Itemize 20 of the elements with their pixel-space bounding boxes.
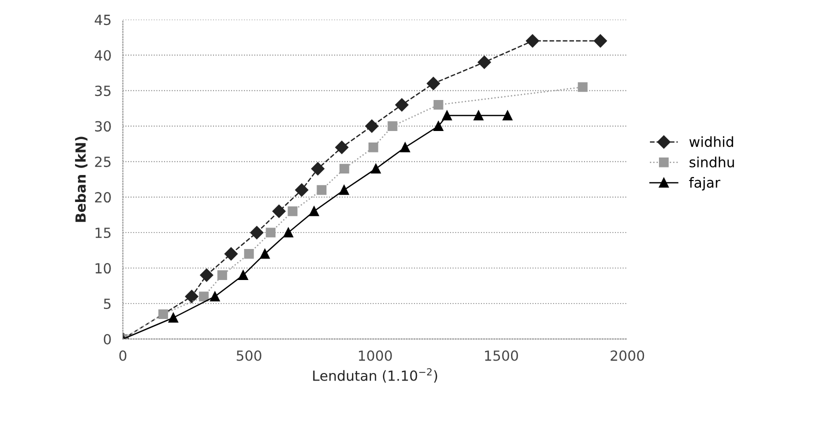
y-tick-label: 15 bbox=[96, 228, 111, 238]
legend-label: sindhu bbox=[690, 156, 734, 168]
y-tick-label: 10 bbox=[96, 263, 111, 274]
y-tick-label: 35 bbox=[95, 86, 111, 96]
y-tick-label: 30 bbox=[95, 121, 111, 132]
y-tick-label: 25 bbox=[95, 156, 111, 168]
x-tick-label: 0 bbox=[119, 350, 126, 361]
y-tick-label: 40 bbox=[94, 50, 111, 61]
x-tick-label: 2000 bbox=[610, 350, 644, 361]
x-tick-label: 500 bbox=[236, 350, 262, 361]
legend-label: fajar bbox=[689, 177, 720, 190]
y-tick-label: 45 bbox=[94, 14, 111, 26]
y-tick-label: 0 bbox=[104, 334, 111, 345]
y-tick-label: 20 bbox=[95, 192, 111, 203]
y-tick-label: 5 bbox=[104, 298, 111, 310]
x-tick-label: 1500 bbox=[485, 350, 518, 361]
x-tick-label: 1000 bbox=[358, 350, 392, 361]
y-axis-title: Beban (kN) bbox=[75, 136, 88, 222]
legend-label: widhid bbox=[689, 136, 734, 148]
x-axis-title: Lendutan (1.10$^{−2}$) bbox=[313, 368, 438, 383]
